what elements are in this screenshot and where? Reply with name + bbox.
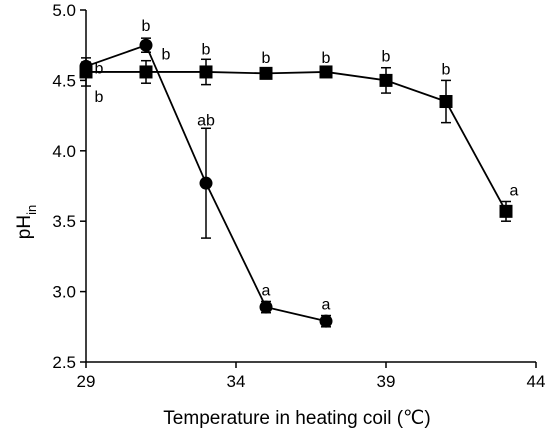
series-1-point-1 [139,65,153,79]
series-1-label-3: b [262,50,271,67]
series-0-label-1: b [142,18,151,35]
series-1-label-1: b [162,47,171,64]
series-1-label-5: b [382,49,391,66]
series-1-label-4: b [322,50,331,67]
series-1-point-2 [199,65,213,79]
x-tick-label-0: 29 [77,372,96,391]
series-1-point-5 [379,73,393,87]
x-tick-label-1: 34 [227,372,246,391]
series-0-point-2 [199,176,213,190]
y-tick-label-3: 4.0 [52,142,76,161]
series-1-point-4 [319,65,333,79]
y-tick-label-4: 4.5 [52,71,76,90]
y-axis-title: pHin [14,205,39,239]
series-1-label-7: a [510,182,519,199]
y-axis-title-main: pH [14,215,35,239]
y-axis-title-subscript: in [24,205,39,215]
x-tick-label-3: 44 [527,372,546,391]
series-0-point-1 [139,38,153,52]
series-0-point-4 [319,314,333,328]
series-1 [79,57,513,222]
series-1-label-0: b [95,89,104,106]
series-1-point-7 [499,204,513,218]
y-tick-label-5: 5.0 [52,1,76,20]
series-1-point-0 [79,65,93,79]
x-tick-label-2: 39 [377,372,396,391]
y-tick-label-1: 3.0 [52,283,76,302]
y-tick-label-2: 3.5 [52,212,76,231]
series-0-label-3: a [262,282,271,299]
series-0-label-0: b [95,60,104,77]
y-tick-label-0: 2.5 [52,353,76,372]
series-layer [79,37,513,328]
series-0-point-3 [259,300,273,314]
series-1-line [86,71,507,212]
series-0-label-4: a [322,297,331,314]
series-1-point-3 [259,66,273,80]
x-axis-title: Temperature in heating coil (℃) [163,408,430,429]
series-1-label-6: b [442,61,451,78]
series-0-label-2: ab [197,112,215,129]
series-1-label-2: b [202,41,211,58]
axes: 2.5 3.0 3.5 4.0 4.5 5.0 29 34 39 44 [52,1,545,391]
series-1-point-6 [439,95,453,109]
